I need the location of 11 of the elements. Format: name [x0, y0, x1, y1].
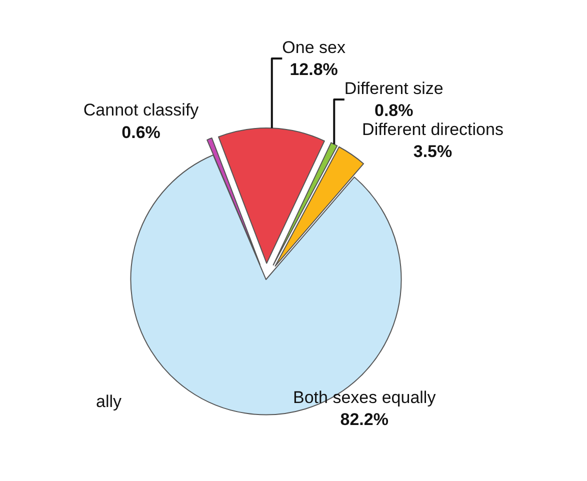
data-label: 0.6%: [122, 122, 160, 142]
slice-label: Cannot classify: [83, 100, 200, 120]
slice-label: Different size: [344, 78, 444, 98]
slice-label: One sex: [282, 38, 346, 57]
data-label: 12.8%: [290, 60, 338, 79]
slice-label: Different directions: [362, 120, 504, 140]
data-label: 0.8%: [374, 101, 414, 120]
data-label: 3.5%: [413, 142, 452, 162]
text: ally: [96, 392, 122, 411]
slice-label: Both sexes equally: [293, 388, 436, 407]
data-label: 82.2%: [340, 410, 388, 430]
